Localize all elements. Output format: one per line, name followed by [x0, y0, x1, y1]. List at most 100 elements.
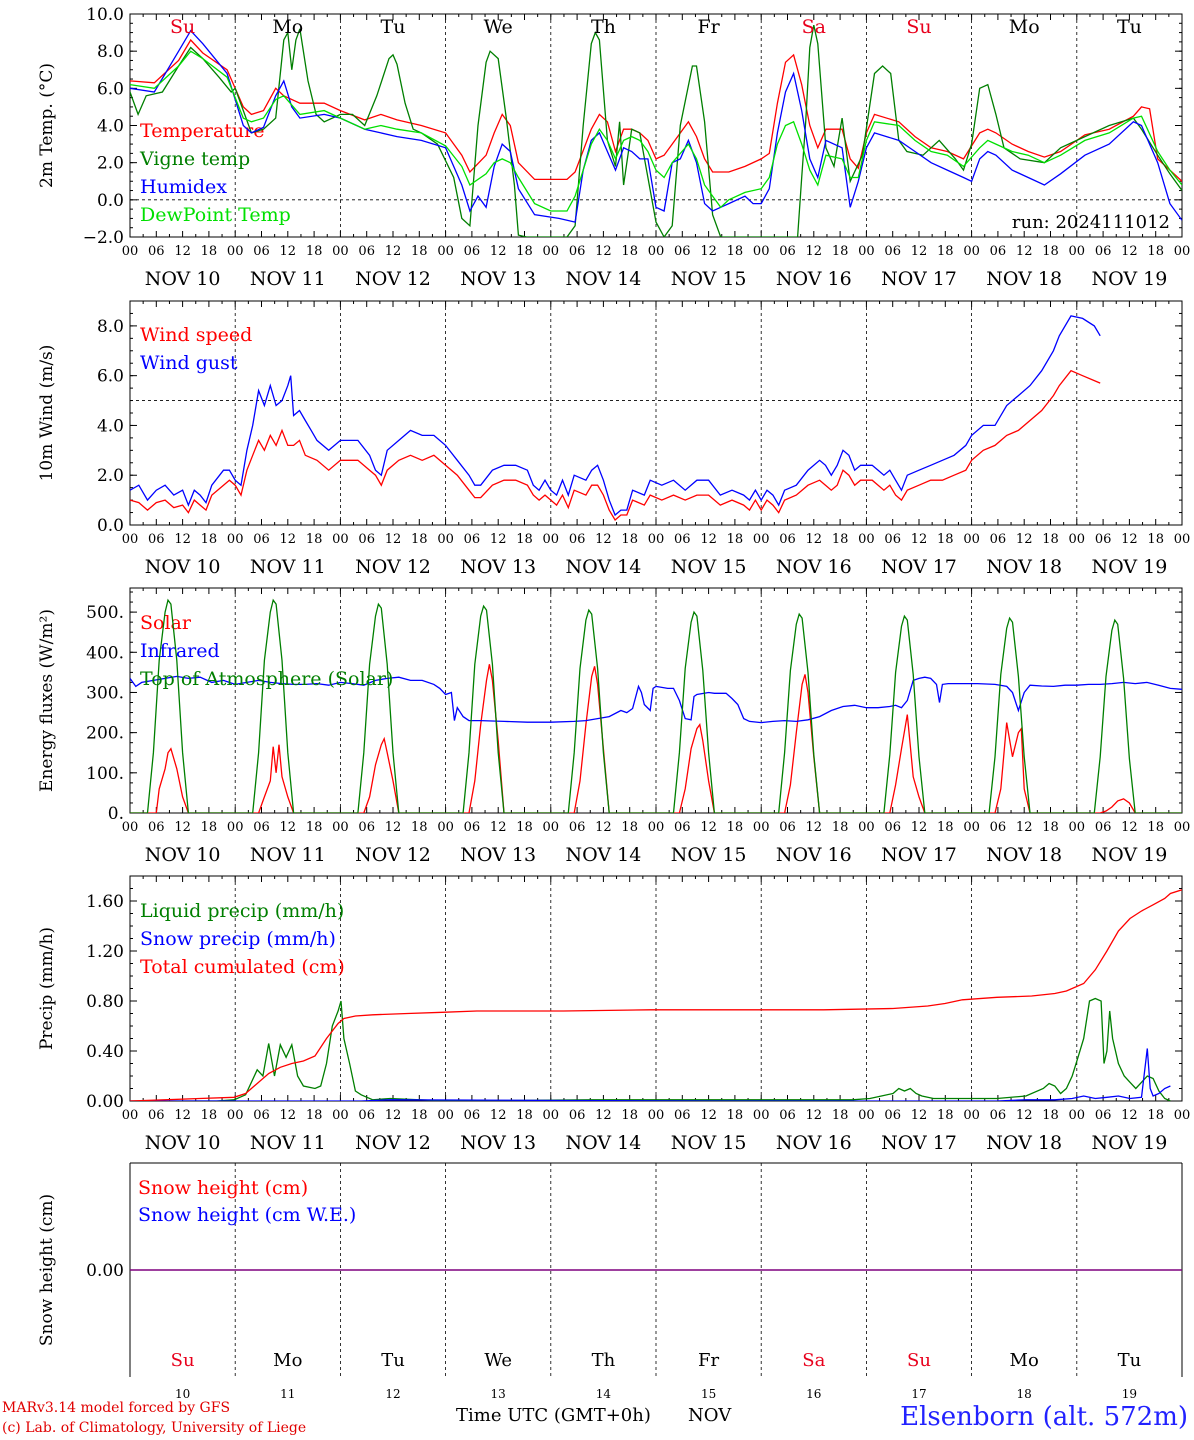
hour-tick-label: 18 — [1147, 532, 1164, 547]
hour-tick-label: 12 — [595, 820, 612, 835]
hour-tick-label: 12 — [174, 1108, 191, 1123]
date-label: NOV 16 — [776, 844, 852, 866]
hour-tick-label: 18 — [937, 820, 954, 835]
hour-tick-label: 00 — [753, 244, 770, 259]
hour-tick-label: 00 — [648, 244, 665, 259]
day-name-label: Mo — [1009, 16, 1040, 38]
hour-tick-label: 18 — [201, 820, 218, 835]
y-tick-label: 0.40 — [86, 1042, 124, 1062]
hour-tick-label: 18 — [621, 820, 638, 835]
hour-tick-label: 00 — [332, 532, 349, 547]
run-label: run: 2024111012 — [1012, 212, 1170, 233]
bottom-day-number: 17 — [911, 1387, 926, 1401]
date-label: NOV 12 — [355, 268, 431, 290]
day-name-label: Th — [591, 16, 616, 38]
date-label: NOV 13 — [460, 844, 536, 866]
bottom-day-number: 12 — [385, 1387, 400, 1401]
hour-tick-label: 06 — [1095, 244, 1112, 259]
legend-entry-1: Solar — [140, 612, 192, 634]
hour-tick-label: 12 — [280, 1108, 297, 1123]
date-label: NOV 16 — [776, 268, 852, 290]
hour-tick-label: 00 — [753, 820, 770, 835]
hour-tick-label: 06 — [148, 532, 165, 547]
hour-tick-label: 00 — [332, 1108, 349, 1123]
date-label: NOV 11 — [250, 268, 326, 290]
legend-entry-2: Infrared — [140, 640, 220, 662]
date-label: NOV 15 — [671, 1132, 747, 1154]
hour-tick-label: 06 — [884, 1108, 901, 1123]
hour-tick-label: 18 — [621, 1108, 638, 1123]
y-tick-label: 300. — [86, 683, 124, 703]
day-name-label: Su — [906, 16, 931, 38]
hour-tick-label: 00 — [648, 1108, 665, 1123]
hour-tick-label: 06 — [674, 1108, 691, 1123]
hour-tick-label: 12 — [1016, 532, 1033, 547]
hour-tick-label: 12 — [806, 820, 823, 835]
hour-tick-label: 12 — [385, 1108, 402, 1123]
hour-tick-label: 06 — [884, 532, 901, 547]
y-tick-label: 0.0 — [97, 191, 124, 211]
hour-tick-label: 06 — [1095, 532, 1112, 547]
hour-tick-label: 00 — [543, 1108, 560, 1123]
hour-tick-label: 06 — [1095, 1108, 1112, 1123]
hour-tick-label: 00 — [963, 244, 980, 259]
hour-tick-label: 00 — [1069, 244, 1086, 259]
date-label: NOV 16 — [776, 1132, 852, 1154]
hour-tick-label: 06 — [884, 244, 901, 259]
hour-tick-label: 00 — [437, 532, 454, 547]
hour-tick-label: 06 — [253, 820, 270, 835]
y-tick-label: 1.20 — [86, 942, 124, 962]
hour-tick-label: 18 — [727, 820, 744, 835]
hour-tick-label: 06 — [779, 820, 796, 835]
hour-tick-label: 18 — [1042, 820, 1059, 835]
hour-tick-label: 12 — [280, 820, 297, 835]
date-label: NOV 12 — [355, 556, 431, 578]
hour-tick-label: 18 — [516, 820, 533, 835]
hour-tick-label: 18 — [727, 532, 744, 547]
series-line-3 — [130, 889, 1182, 1101]
hour-tick-label: 00 — [1069, 1108, 1086, 1123]
hour-tick-label: 12 — [911, 1108, 928, 1123]
hour-tick-label: 00 — [858, 532, 875, 547]
hour-tick-label: 18 — [727, 1108, 744, 1123]
date-label: NOV 10 — [145, 556, 221, 578]
date-label: NOV 18 — [986, 844, 1062, 866]
day-name-label: Fr — [697, 16, 720, 38]
y-tick-label: 0. — [108, 804, 124, 824]
y-tick-label: 200. — [86, 724, 124, 744]
hour-tick-label: 06 — [779, 244, 796, 259]
bottom-day-name: Fr — [698, 1350, 719, 1371]
date-label: NOV 11 — [250, 844, 326, 866]
hour-tick-label: 06 — [148, 820, 165, 835]
hour-tick-label: 12 — [595, 1108, 612, 1123]
hour-tick-label: 00 — [543, 244, 560, 259]
hour-tick-label: 12 — [1016, 1108, 1033, 1123]
hour-tick-label: 12 — [385, 532, 402, 547]
hour-tick-label: 06 — [464, 1108, 481, 1123]
hour-tick-label: 12 — [806, 532, 823, 547]
hour-tick-label: 06 — [990, 1108, 1007, 1123]
hour-tick-label: 18 — [306, 820, 323, 835]
hour-tick-label: 18 — [832, 244, 849, 259]
date-label: NOV 19 — [1091, 844, 1167, 866]
legend-entry-2: Wind gust — [140, 352, 238, 374]
legend-entry-3: Humidex — [140, 176, 227, 198]
bottom-day-number: 18 — [1017, 1387, 1032, 1401]
y-tick-label: 100. — [86, 764, 124, 784]
date-label: NOV 17 — [881, 844, 957, 866]
hour-tick-label: 00 — [122, 1108, 139, 1123]
hour-tick-label: 06 — [779, 1108, 796, 1123]
hour-tick-label: 18 — [621, 532, 638, 547]
hour-tick-label: 12 — [1016, 820, 1033, 835]
hour-tick-label: 06 — [1095, 820, 1112, 835]
hour-tick-label: 12 — [595, 244, 612, 259]
hour-tick-label: 18 — [411, 1108, 428, 1123]
date-label: NOV 10 — [145, 1132, 221, 1154]
y-tick-label: 6.0 — [97, 79, 124, 99]
hour-tick-label: 00 — [858, 820, 875, 835]
hour-tick-label: 18 — [1147, 244, 1164, 259]
hour-tick-label: 00 — [963, 1108, 980, 1123]
hour-tick-label: 18 — [306, 1108, 323, 1123]
y-tick-label: 8.0 — [97, 317, 124, 337]
